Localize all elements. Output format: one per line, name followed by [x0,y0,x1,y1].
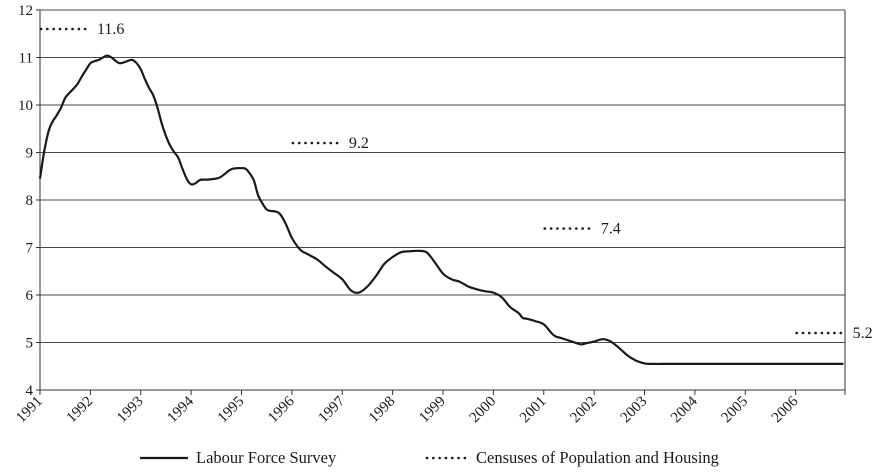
x-tick-label: 2004 [668,393,701,426]
y-tick-label: 11 [19,51,33,67]
y-tick-label: 7 [26,241,34,257]
census-label: 5.2 [853,325,873,342]
y-tick-label: 12 [18,3,33,19]
x-tick-label: 1999 [416,394,449,427]
x-axis: 1991 1992 1993 1994 1995 1996 1997 1998 1999 2000… [13,390,846,427]
x-tick-label: 1997 [316,393,349,426]
x-tick-label: 2000 [467,394,500,427]
y-tick-label: 6 [26,288,34,304]
x-tick-label: 1993 [114,394,147,427]
x-tick-label: 2001 [517,394,550,427]
gridlines [40,9,845,391]
y-tick-label: 4 [26,383,34,399]
legend-label-censuses: Censuses of Population and Housing [476,448,719,467]
y-tick-label: 8 [26,193,34,209]
census-markers: 11.6 9.2 7.4 5.2 [39,21,873,342]
census-label: 11.6 [97,21,124,38]
x-tick-label: 1994 [164,393,197,426]
x-tick-label: 2003 [618,394,651,427]
census-label: 7.4 [601,221,621,238]
x-tick-label: 1991 [13,394,46,427]
x-tick-label: 1992 [64,394,97,427]
x-tick-label: 2005 [719,394,752,427]
series-lines [38,54,844,366]
x-tick-label: 1998 [366,394,399,427]
y-tick-label: 5 [26,336,34,352]
y-axis: 4 5 6 7 8 9 10 11 12 [18,3,40,399]
y-tick-label: 9 [26,146,34,162]
line-labour-force-survey [38,54,844,366]
legend-label-labour-force-survey: Labour Force Survey [196,448,337,467]
census-label: 9.2 [349,135,369,152]
x-tick-label: 2006 [769,393,802,426]
x-tick-label: 2002 [567,394,600,427]
x-tick-label: 1996 [265,393,298,426]
legend: Labour Force Survey Censuses of Populatio… [140,448,719,467]
x-tick-label: 1995 [215,394,248,427]
y-tick-label: 10 [18,98,33,114]
